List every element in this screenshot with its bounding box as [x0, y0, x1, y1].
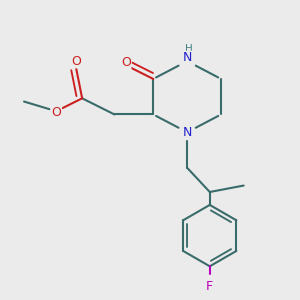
Text: O: O [121, 56, 131, 69]
Text: H: H [185, 44, 193, 54]
Text: F: F [206, 280, 213, 293]
Text: N: N [182, 51, 192, 64]
Text: N: N [182, 126, 192, 139]
Text: O: O [71, 55, 81, 68]
Text: O: O [51, 106, 61, 119]
